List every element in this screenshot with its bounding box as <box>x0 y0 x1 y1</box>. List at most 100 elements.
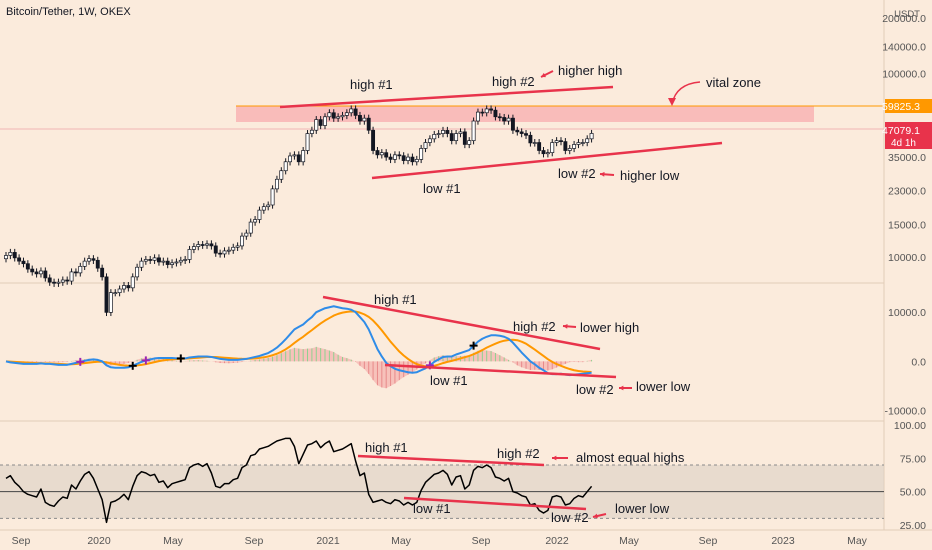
candle-body <box>480 111 485 114</box>
price-tick-label: 10000.0 <box>888 252 926 264</box>
candle-body <box>191 246 196 250</box>
candle-body <box>135 266 140 278</box>
candle-body <box>353 108 358 116</box>
candle-body <box>532 142 537 144</box>
candle-body <box>528 134 533 144</box>
candle-body <box>471 120 476 142</box>
candle-body <box>178 259 183 263</box>
candle-body <box>309 129 314 134</box>
price-tick-label: 100000.0 <box>882 68 926 80</box>
rsi-label-high-2: high #2 <box>497 446 540 461</box>
candle-body <box>458 131 463 134</box>
candle-body <box>476 111 480 122</box>
candle-body <box>108 292 113 313</box>
rsi-tick-label: 75.00 <box>900 453 926 465</box>
price-tick-label: 23000.0 <box>888 186 926 198</box>
candle-body <box>305 133 310 151</box>
candle-body <box>30 268 35 273</box>
rsi-tick-label: 25.00 <box>900 520 926 532</box>
candle-body <box>157 257 161 263</box>
macd-upper-trendline <box>322 295 601 351</box>
candle-body <box>12 252 17 259</box>
candle-body <box>545 152 550 155</box>
rsi-label-almost-equal-highs: almost equal highs <box>576 450 685 465</box>
candle-body <box>489 108 494 111</box>
candle-body <box>196 244 201 247</box>
candle-body <box>87 258 91 262</box>
price-tick-label: 200000.0 <box>882 13 926 25</box>
candle-body <box>248 221 253 234</box>
time-tick-label: 2023 <box>771 535 795 547</box>
candle-body <box>392 154 397 160</box>
candle-body <box>34 271 39 275</box>
signal-line <box>5 310 592 373</box>
arrow-higher-high-head <box>541 72 546 78</box>
candle-body <box>47 277 52 283</box>
macd-label-high-2: high #2 <box>513 319 556 334</box>
candle-body <box>17 257 22 262</box>
time-tick-label: May <box>163 535 184 547</box>
candle-body <box>567 148 572 151</box>
candle-body <box>515 129 520 133</box>
candle-body <box>200 244 205 246</box>
candle-body <box>231 246 236 251</box>
candle-body <box>467 140 472 145</box>
arrow-vital-zone <box>671 81 701 105</box>
candle-body <box>559 140 563 143</box>
candle-body <box>266 204 271 208</box>
macd-tick-label: 0.0 <box>911 356 926 368</box>
price-tick-label: 35000.0 <box>888 152 926 164</box>
macd-tick-label: 10000.0 <box>888 307 926 319</box>
label-low-2: low #2 <box>558 166 596 181</box>
candle-body <box>69 271 74 282</box>
candle-body <box>441 130 445 134</box>
candle-body <box>375 150 380 156</box>
arrow-lower-high-head <box>563 323 568 329</box>
time-tick-label: May <box>391 535 412 547</box>
candle-body <box>462 131 467 145</box>
time-tick-label: 2020 <box>87 535 111 547</box>
candle-body <box>25 263 30 270</box>
candle-body <box>104 276 109 313</box>
price-tag-countdown: 4d 1h <box>891 138 916 149</box>
rsi-label-low-1: low #1 <box>413 501 451 516</box>
candle-body <box>327 112 332 118</box>
candle-body <box>56 281 61 284</box>
arrow-vital-zone-head <box>668 98 676 106</box>
candle-body <box>283 161 288 172</box>
macd-label-lower-high: lower high <box>580 320 639 335</box>
time-tick-label: Sep <box>699 535 718 547</box>
rsi-tick-label: 100.00 <box>894 420 926 432</box>
candle-body <box>73 271 78 274</box>
candle-body <box>576 142 581 145</box>
candle-body <box>91 258 96 261</box>
candle-body <box>39 270 43 275</box>
candle-body <box>344 112 349 116</box>
candle-body <box>497 116 502 119</box>
symbol-title[interactable]: Bitcoin/Tether, 1W, OKEX <box>6 6 131 18</box>
price-tag-vital <box>885 99 932 113</box>
candle-body <box>257 209 262 220</box>
candle-body <box>240 235 244 247</box>
time-tick-label: Sep <box>472 535 491 547</box>
candle-body <box>95 259 100 269</box>
price-tag-last <box>885 122 932 149</box>
candle-body <box>292 154 297 157</box>
candle-body <box>506 117 511 122</box>
candle-body <box>52 281 57 284</box>
label-low-1: low #1 <box>423 181 461 196</box>
macd-label-low-1: low #1 <box>430 373 468 388</box>
candle-body <box>174 261 179 264</box>
candle-body <box>301 150 306 163</box>
candle-body <box>585 138 590 143</box>
rsi-label-lower-low: lower low <box>615 501 670 516</box>
candle-body <box>235 245 240 248</box>
candle-body <box>572 144 577 149</box>
rsi-line <box>5 437 593 524</box>
macd-line <box>5 305 592 377</box>
candle-body <box>170 262 175 265</box>
candle-body <box>384 152 389 158</box>
candle-body <box>502 117 507 122</box>
candle-body <box>550 142 555 153</box>
candle-body <box>401 155 406 161</box>
